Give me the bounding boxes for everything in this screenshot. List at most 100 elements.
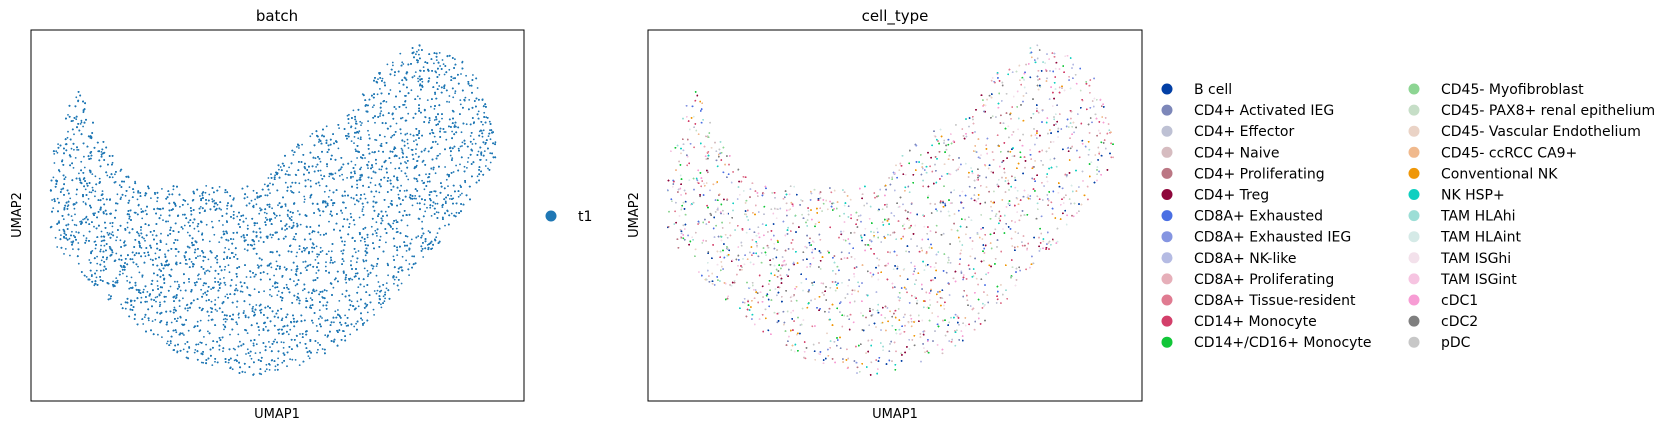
- scatter-point: [398, 157, 401, 160]
- scatter-point: [392, 222, 395, 225]
- scatter-point: [83, 217, 86, 220]
- scatter-point: [429, 206, 432, 209]
- scatter-point: [226, 293, 229, 296]
- scatter-point: [64, 176, 67, 179]
- scatter-point: [74, 213, 76, 216]
- scatter-point: [227, 264, 230, 267]
- scatter-point: [252, 342, 255, 345]
- scatter-point: [460, 73, 462, 75]
- scatter-point: [154, 318, 157, 321]
- scatter-point: [405, 250, 408, 252]
- scatter-point: [454, 92, 456, 94]
- scatter-point: [120, 303, 123, 306]
- scatter-point: [73, 207, 76, 210]
- scatter-point: [271, 285, 274, 287]
- scatter-point: [292, 154, 295, 156]
- scatter-point: [245, 217, 248, 220]
- scatter-point: [424, 116, 427, 119]
- scatter-point: [211, 198, 214, 201]
- scatter-point: [258, 304, 261, 307]
- scatter-point: [246, 332, 249, 334]
- scatter-point: [385, 282, 388, 284]
- scatter-point: [137, 265, 139, 268]
- scatter-point: [223, 328, 225, 331]
- scatter-point: [64, 248, 67, 250]
- scatter-point: [337, 147, 340, 150]
- scatter-point: [144, 209, 147, 212]
- scatter-point: [66, 136, 69, 139]
- scatter-point: [346, 177, 348, 179]
- scatter-point: [290, 190, 292, 192]
- scatter-point: [84, 202, 87, 205]
- scatter-point: [363, 267, 366, 270]
- scatter-point: [354, 148, 357, 151]
- scatter-point: [80, 121, 83, 124]
- scatter-point: [398, 82, 401, 84]
- scatter-point: [321, 348, 324, 350]
- scatter-point: [290, 216, 293, 218]
- scatter-point: [259, 351, 261, 354]
- scatter-point: [413, 75, 416, 77]
- scatter-point: [371, 151, 374, 154]
- scatter-point: [284, 181, 287, 184]
- scatter-point: [85, 216, 87, 219]
- scatter-point: [94, 212, 96, 215]
- scatter-point: [316, 255, 319, 258]
- scatter-point: [467, 157, 470, 159]
- scatter-point: [183, 224, 186, 227]
- scatter-point: [67, 130, 69, 133]
- scatter-point: [93, 284, 96, 287]
- scatter-point: [449, 154, 452, 157]
- scatter-point: [328, 189, 331, 192]
- scatter-point: [333, 321, 335, 324]
- scatter-point: [72, 119, 74, 122]
- scatter-point: [424, 210, 427, 213]
- scatter-point: [249, 355, 252, 357]
- scatter-point: [407, 147, 410, 149]
- scatter-point: [326, 336, 329, 338]
- scatter-point: [443, 131, 446, 133]
- scatter-point: [305, 297, 308, 300]
- scatter-point: [298, 147, 300, 149]
- scatter-point: [380, 303, 382, 306]
- scatter-point: [202, 284, 205, 287]
- scatter-point: [327, 250, 330, 253]
- scatter-point: [373, 104, 375, 107]
- scatter-point: [393, 74, 396, 77]
- scatter-point: [178, 284, 180, 286]
- scatter-point: [94, 195, 96, 198]
- scatter-point: [378, 168, 381, 171]
- scatter-point: [298, 191, 301, 194]
- scatter-point: [218, 219, 221, 222]
- scatter-point: [220, 208, 223, 211]
- scatter-point: [231, 368, 234, 371]
- scatter-point: [402, 63, 405, 65]
- scatter-point: [71, 230, 73, 233]
- scatter-point: [269, 182, 271, 185]
- scatter-point: [362, 206, 365, 208]
- scatter-point: [237, 313, 240, 316]
- scatter-point: [294, 238, 297, 241]
- scatter-point: [379, 88, 381, 90]
- scatter-point: [216, 203, 219, 206]
- scatter-point: [238, 316, 240, 319]
- scatter-point: [214, 308, 217, 311]
- scatter-point: [348, 308, 350, 311]
- scatter-point: [87, 198, 90, 200]
- scatter-point: [405, 175, 408, 178]
- scatter-point: [100, 244, 102, 247]
- scatter-point: [415, 197, 417, 200]
- scatter-point: [350, 140, 353, 143]
- scatter-point: [209, 307, 212, 309]
- scatter-point: [224, 317, 227, 320]
- scatter-point: [119, 170, 122, 172]
- scatter-point: [441, 216, 444, 219]
- scatter-point: [54, 236, 57, 239]
- scatter-point: [439, 153, 441, 155]
- scatter-point: [273, 213, 276, 216]
- scatter-point: [284, 229, 286, 231]
- scatter-point: [302, 289, 304, 292]
- scatter-point: [476, 87, 479, 89]
- scatter-point: [118, 184, 121, 187]
- scatter-point: [346, 114, 349, 117]
